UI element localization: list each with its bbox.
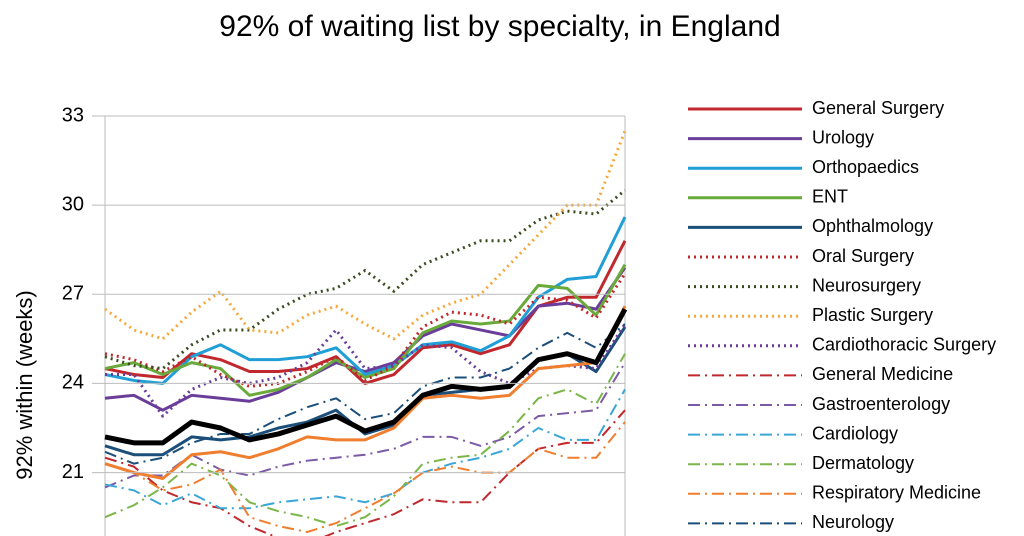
series-line [104,305,627,481]
legend-label: Neurology [812,512,894,532]
legend-label: Dermatology [812,453,914,473]
series-line [104,323,626,465]
series-line [104,307,628,446]
series-line [104,353,626,528]
y-axis-label: 92% within (weeks) [12,290,37,480]
legend-label: Oral Surgery [812,246,914,266]
series-line [104,216,627,385]
chart-title: 92% of waiting list by specialty, in Eng… [219,10,780,43]
legend-label: Cardiology [812,423,898,443]
series-line [104,272,627,388]
series-line [104,266,627,412]
series-line [104,130,627,341]
y-tick-label: 21 [62,461,84,483]
series-line [104,263,627,397]
legend-label: General Surgery [812,98,944,118]
legend-label: Ophthalmology [812,216,933,236]
legend-label: Gastroenterology [812,394,950,414]
series-line [104,362,626,489]
legend-label: ENT [812,187,848,207]
legend-label: Orthopaedics [812,157,919,177]
legend-label: General Medicine [812,364,953,384]
y-tick-label: 30 [62,193,84,215]
series-line [104,189,626,371]
y-tick-label: 27 [62,283,84,305]
series-line [104,421,626,533]
legend-label: Plastic Surgery [812,305,933,325]
series-line [104,326,627,457]
legend-label: Neurosurgery [812,275,921,295]
series-line [104,240,627,385]
y-tick-label: 33 [62,104,84,126]
series-line [104,388,626,510]
y-tick-label: 24 [62,372,84,394]
legend-label: Cardiothoracic Surgery [812,335,996,355]
legend-label: Respiratory Medicine [812,483,981,503]
legend-label: Urology [812,127,874,147]
